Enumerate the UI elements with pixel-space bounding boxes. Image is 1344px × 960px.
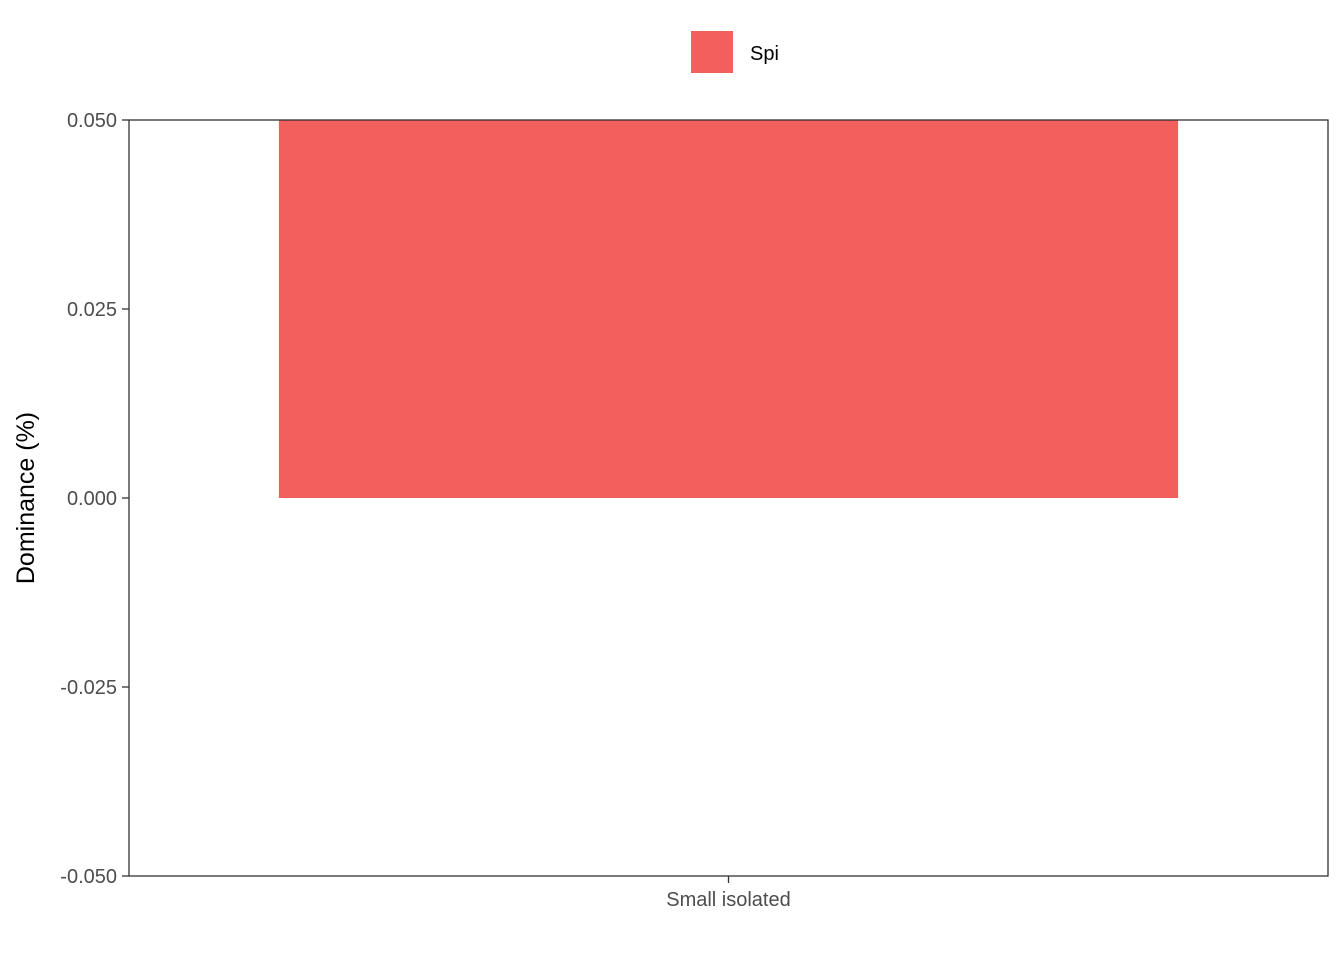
y-axis-title: Dominance (%)	[12, 412, 40, 584]
y-tick-label: 0.050	[67, 110, 117, 132]
y-tick-label: -0.025	[60, 677, 117, 699]
y-tick-label: 0.000	[67, 488, 117, 510]
legend: Spi	[691, 31, 779, 73]
bar	[278, 120, 1179, 498]
y-tick-label: -0.050	[60, 866, 117, 888]
x-tick-label: Small isolated	[666, 889, 791, 911]
bar-layer	[278, 120, 1179, 498]
y-axis: 0.050 0.025 0.000 -0.025 -0.050	[60, 110, 129, 888]
legend-label-spi: Spi	[750, 43, 779, 65]
x-axis: Small isolated	[666, 876, 791, 911]
legend-key-spi	[691, 31, 733, 73]
y-tick-label: 0.025	[67, 299, 117, 321]
